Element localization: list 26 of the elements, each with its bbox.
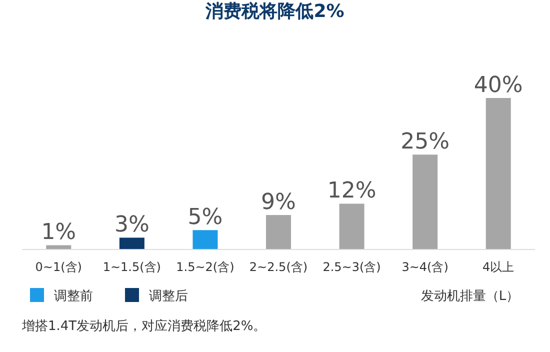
x-tick-label: 1.5~2(含) (176, 260, 234, 274)
legend-label: 调整后 (149, 289, 188, 304)
bar (46, 245, 72, 249)
data-label: 25% (400, 130, 450, 155)
bar (266, 215, 291, 249)
x-tick-label: 2~2.5(含) (249, 260, 308, 274)
data-label: 12% (327, 178, 376, 204)
bar (412, 154, 438, 249)
text: 增搭1.4T发动机后，对应消费税降低2%。 (21, 318, 266, 334)
x-tick-label: 4以上 (482, 260, 514, 274)
bar (192, 230, 218, 249)
data-label: 5% (188, 205, 223, 230)
bar (486, 98, 511, 249)
bar (119, 238, 144, 249)
x-tick-label: 3~4(含) (402, 260, 448, 274)
legend-label: 调整前 (54, 289, 93, 304)
data-label: 3% (114, 212, 150, 238)
chart-title: 消费税将降低2% (204, 1, 344, 22)
x-tick-label: 2.5~3(含) (322, 260, 381, 274)
data-label: 40% (474, 73, 523, 98)
x-tick-label: 0~1(含) (35, 260, 82, 274)
x-axis-title: 发动机排量（L） (420, 289, 520, 304)
data-label: 9% (261, 190, 296, 216)
bar (339, 204, 364, 249)
x-tick-label: 1~1.5(含) (102, 260, 161, 274)
data-label: 1% (41, 220, 76, 246)
